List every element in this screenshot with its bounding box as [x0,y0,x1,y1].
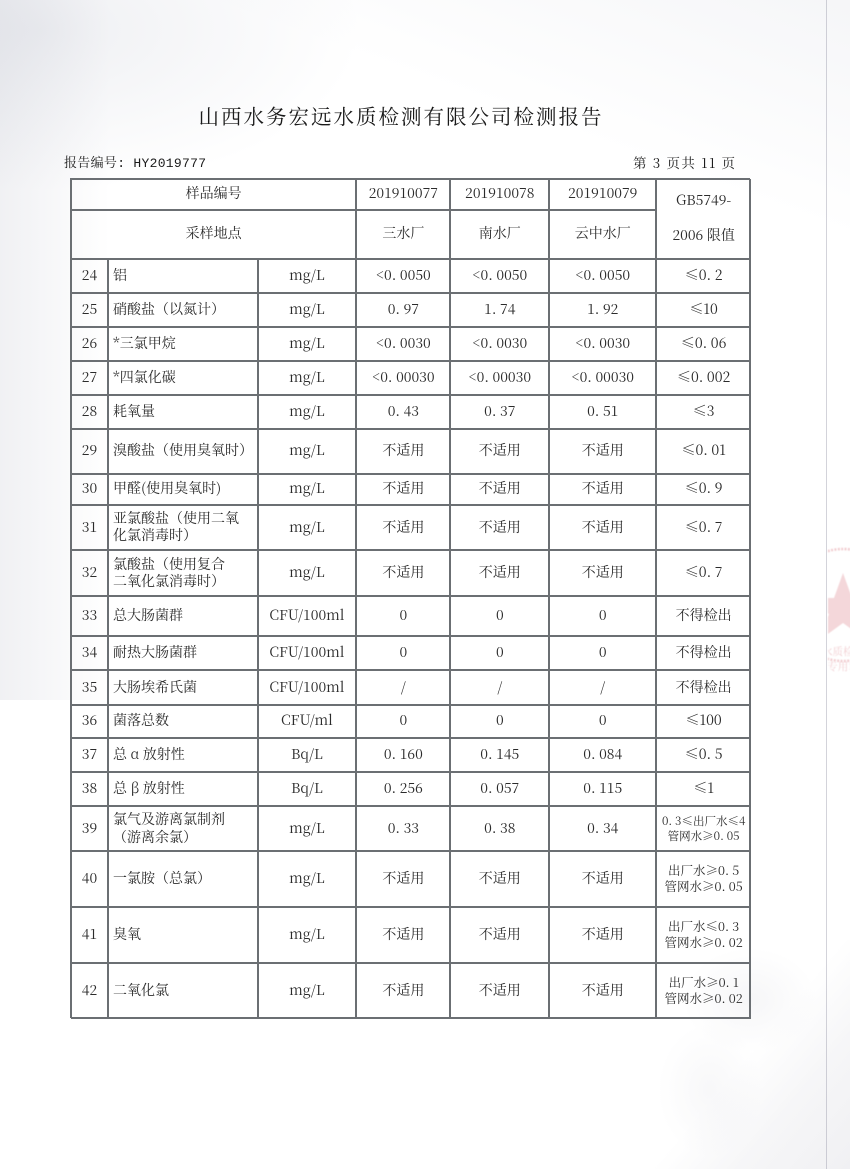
svg-text:水质检测: 水质检测 [828,644,850,659]
svg-text:专用章: 专用章 [828,659,850,674]
